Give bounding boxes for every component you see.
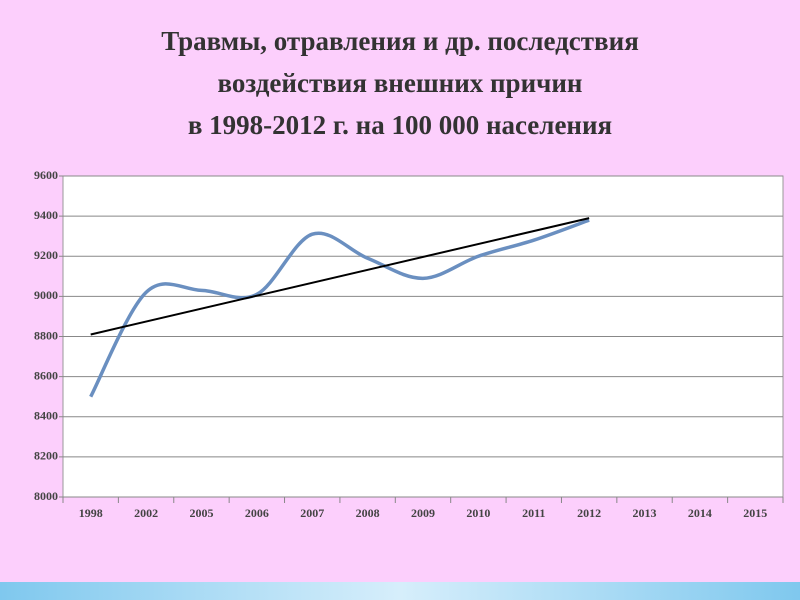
x-tick-label: 2008 — [356, 506, 380, 520]
y-tick-label: 8600 — [34, 368, 58, 382]
x-tick-label: 2010 — [466, 506, 490, 520]
y-tick-label: 9200 — [34, 248, 58, 262]
x-tick-label: 2007 — [300, 506, 324, 520]
y-tick-label: 8800 — [34, 328, 58, 342]
trend-line — [90, 217, 590, 336]
x-tick-label: 2005 — [189, 506, 213, 520]
x-tick-label: 2002 — [134, 506, 158, 520]
x-tick-label: 2015 — [743, 506, 767, 520]
x-tick-label: 2011 — [522, 506, 545, 520]
data-line — [89, 218, 590, 398]
x-tick-label: 1998 — [79, 506, 103, 520]
x-tick-label: 2014 — [688, 506, 712, 520]
y-tick-label: 8400 — [34, 409, 58, 423]
y-tick-label: 8000 — [34, 489, 58, 503]
y-tick-label: 8200 — [34, 449, 58, 463]
bottom-strip — [0, 582, 800, 600]
y-tick-label: 9400 — [34, 208, 58, 222]
x-tick-label: 2009 — [411, 506, 435, 520]
x-tick-label: 2013 — [633, 506, 657, 520]
x-tick-label: 2006 — [245, 506, 269, 520]
y-tick-label: 9600 — [34, 168, 58, 182]
chart-title: воздействия внешних причин — [218, 68, 583, 98]
x-tick-label: 2012 — [577, 506, 601, 520]
y-tick-label: 9000 — [34, 288, 58, 302]
chart-title: Травмы, отравления и др. последствия — [161, 26, 639, 56]
chart-title: в 1998-2012 г. на 100 000 населения — [188, 110, 612, 140]
